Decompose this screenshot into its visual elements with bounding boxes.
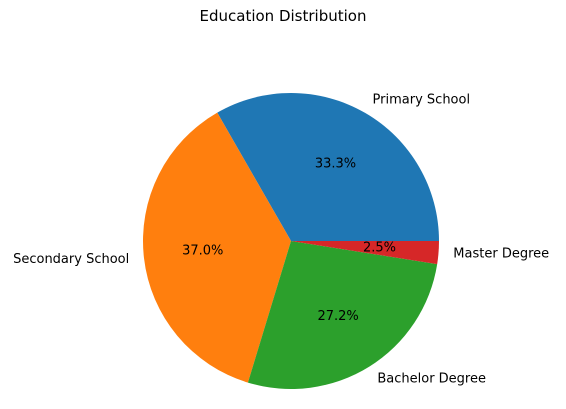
pie-slice-master-degree (291, 241, 439, 265)
slice-label-master-degree: Master Degree (453, 246, 549, 261)
slice-percent-master-degree: 2.5% (363, 240, 396, 255)
pie-slice-secondary-school (143, 112, 291, 383)
slice-label-primary-school: Primary School (373, 93, 471, 108)
pie-slice-bachelor-degree (247, 241, 438, 389)
pie-slice-primary-school (217, 92, 439, 241)
slice-percent-primary-school: 33.3% (315, 157, 356, 172)
chart-title: Education Distribution (200, 7, 367, 25)
slice-label-bachelor-degree: Bachelor Degree (377, 372, 486, 387)
pie-labels: Primary School 33.3% Secondary School 37.0%… (13, 93, 549, 387)
slice-percent-secondary-school: 37.0% (182, 244, 223, 259)
slice-label-secondary-school: Secondary School (13, 252, 129, 267)
pie-slices (143, 92, 439, 389)
slice-percent-bachelor-degree: 27.2% (317, 309, 358, 324)
